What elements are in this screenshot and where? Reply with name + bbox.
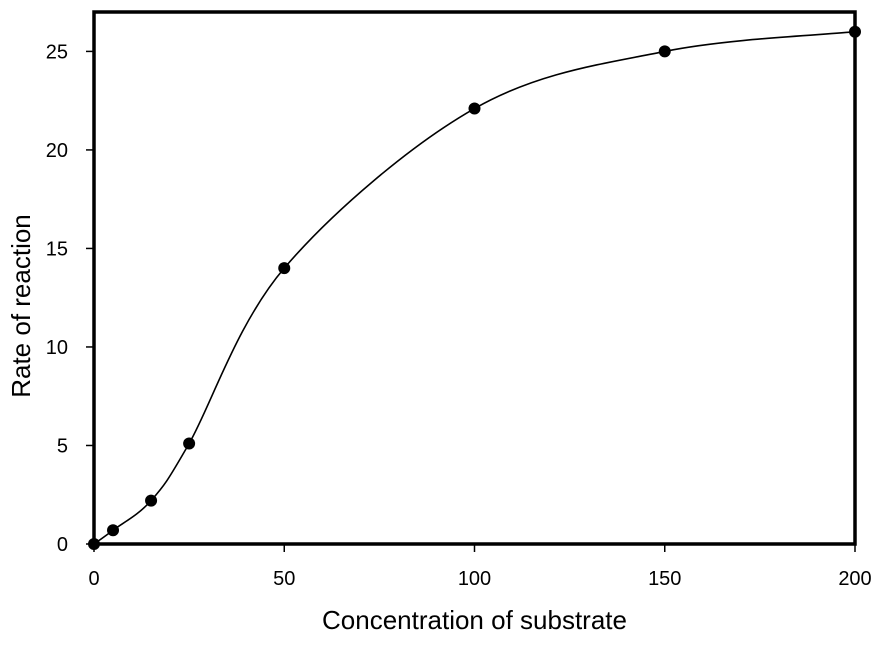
y-tick-label: 20 (46, 140, 68, 162)
y-tick-label: 10 (46, 337, 68, 359)
points-layer (88, 25, 861, 550)
x-tick-label: 0 (88, 568, 99, 590)
x-tick-label: 150 (648, 568, 681, 590)
data-point (183, 437, 196, 450)
y-tick-label: 15 (46, 238, 68, 260)
x-tick-label: 100 (458, 568, 491, 590)
x-tick-label: 200 (838, 568, 871, 590)
y-axis-title: Rate of reaction (6, 214, 36, 398)
data-point (107, 524, 120, 537)
data-point (468, 102, 481, 115)
ticks-layer: 0 50 100 150 200 0 5 10 15 20 25 (46, 41, 872, 590)
y-tick-label: 25 (46, 41, 68, 63)
data-point (658, 45, 671, 58)
y-tick-label: 0 (57, 534, 68, 556)
y-tick-label: 5 (57, 435, 68, 457)
plot-frame (92, 10, 857, 546)
data-point (278, 262, 291, 275)
x-axis-title: Concentration of substrate (322, 605, 627, 635)
data-point (145, 494, 158, 507)
x-tick-label: 50 (273, 568, 295, 590)
